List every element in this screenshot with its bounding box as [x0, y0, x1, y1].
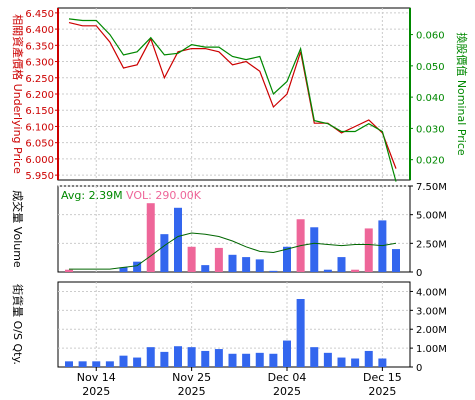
bar	[119, 355, 128, 367]
bar	[160, 234, 169, 272]
bar	[296, 299, 305, 367]
bar	[133, 357, 142, 367]
x-tick-label: Nov 14	[77, 371, 116, 384]
bar	[201, 265, 210, 272]
bar	[337, 257, 346, 272]
bar	[146, 347, 155, 367]
right-tick-label: 2.00M	[416, 325, 447, 336]
outstanding-qty-panel: 4.00M 3.00M 2.00M 1.00M 0 街貨量 O/S Qty.	[11, 281, 447, 374]
bar	[337, 357, 346, 367]
bar	[187, 347, 196, 367]
bar	[133, 261, 142, 272]
bar	[65, 361, 73, 367]
x-tick-year-label: 2025	[273, 385, 301, 398]
bar	[323, 269, 332, 272]
bar	[269, 270, 278, 272]
nominal-price-line	[68, 18, 397, 182]
bar	[351, 358, 360, 367]
left-tick-label: 6.050	[25, 139, 54, 150]
bar	[119, 267, 128, 272]
bar	[323, 352, 332, 367]
bar	[364, 228, 373, 272]
bar	[242, 257, 251, 272]
bar	[174, 346, 182, 367]
bar	[187, 246, 196, 272]
bar	[105, 361, 114, 367]
right-tick-label: 0	[416, 268, 422, 279]
bar	[228, 254, 237, 272]
bar	[214, 247, 223, 272]
bar	[269, 353, 278, 367]
underlying-price-line	[68, 22, 397, 169]
bar	[378, 220, 387, 272]
left-tick-label: 6.250	[25, 74, 54, 85]
left-tick-label: 6.300	[25, 58, 54, 69]
right-tick-label: 0.030	[416, 124, 445, 135]
left-tick-label: 6.400	[25, 25, 54, 36]
price-panel: 6.450 6.400 6.350 6.300 6.250 6.200 6.150 6.100…	[11, 7, 469, 182]
x-tick-label: Nov 25	[172, 371, 211, 384]
right-tick-label: 0.020	[416, 156, 445, 167]
right-tick-label: 5.00M	[416, 211, 447, 222]
bar	[201, 350, 210, 367]
average-volume-line	[69, 232, 397, 270]
bar	[65, 269, 73, 272]
bar	[283, 340, 291, 367]
bar	[364, 350, 373, 367]
bar	[78, 361, 87, 367]
right-tick-label: 0.060	[416, 31, 445, 42]
x-tick-label: Dec 15	[363, 371, 402, 384]
right-tick-label: 0.050	[416, 62, 445, 73]
bar	[214, 349, 223, 367]
avg-volume-label: Avg: 2.39M	[61, 189, 123, 202]
bar	[92, 361, 101, 367]
x-tick-label: Dec 04	[268, 371, 307, 384]
left-tick-label: 6.100	[25, 122, 54, 133]
right-tick-label: 2.50M	[416, 239, 447, 250]
bar	[310, 227, 319, 272]
volume-label: VOL: 290.00K	[126, 189, 202, 202]
left-tick-label: 6.000	[25, 155, 54, 166]
bar	[283, 246, 291, 272]
right-tick-label: 4.00M	[416, 287, 447, 298]
left-axis-title: 相關資產價格 Underlying Price	[11, 14, 25, 174]
bar	[255, 259, 264, 272]
right-tick-label: 0.040	[416, 93, 445, 104]
right-tick-label: 0	[416, 363, 422, 374]
x-tick-year-label: 2025	[82, 385, 110, 398]
bar	[351, 269, 360, 272]
plot-frame-3	[57, 281, 411, 368]
right-tick-label: 7.50M	[416, 182, 447, 193]
right-axis-title: 換股價值 Nominal Price	[455, 32, 469, 156]
bar	[255, 352, 264, 367]
left-tick-label: 6.200	[25, 90, 54, 101]
right-tick-label: 3.00M	[416, 306, 447, 317]
volume-panel: 7.50M 5.00M 2.50M 0 成交量 Volume Avg: 2.39M VOL:…	[11, 182, 447, 279]
left-tick-label: 6.350	[25, 41, 54, 52]
bar	[228, 353, 237, 367]
bar	[146, 203, 155, 272]
x-tick-year-label: 2025	[178, 385, 206, 398]
bar	[392, 249, 400, 272]
left-tick-label: 6.150	[25, 106, 54, 117]
left-axis-title: 成交量 Volume	[11, 190, 25, 268]
right-tick-label: 1.00M	[416, 344, 447, 355]
bar	[160, 351, 169, 367]
x-tick-year-label: 2025	[368, 385, 396, 398]
left-axis-title: 街貨量 O/S Qty.	[11, 284, 25, 365]
bar	[174, 207, 182, 272]
bar	[242, 353, 251, 367]
left-tick-label: 5.950	[25, 171, 54, 182]
bar	[310, 347, 319, 367]
bar	[378, 358, 387, 367]
left-tick-label: 6.450	[25, 9, 54, 20]
